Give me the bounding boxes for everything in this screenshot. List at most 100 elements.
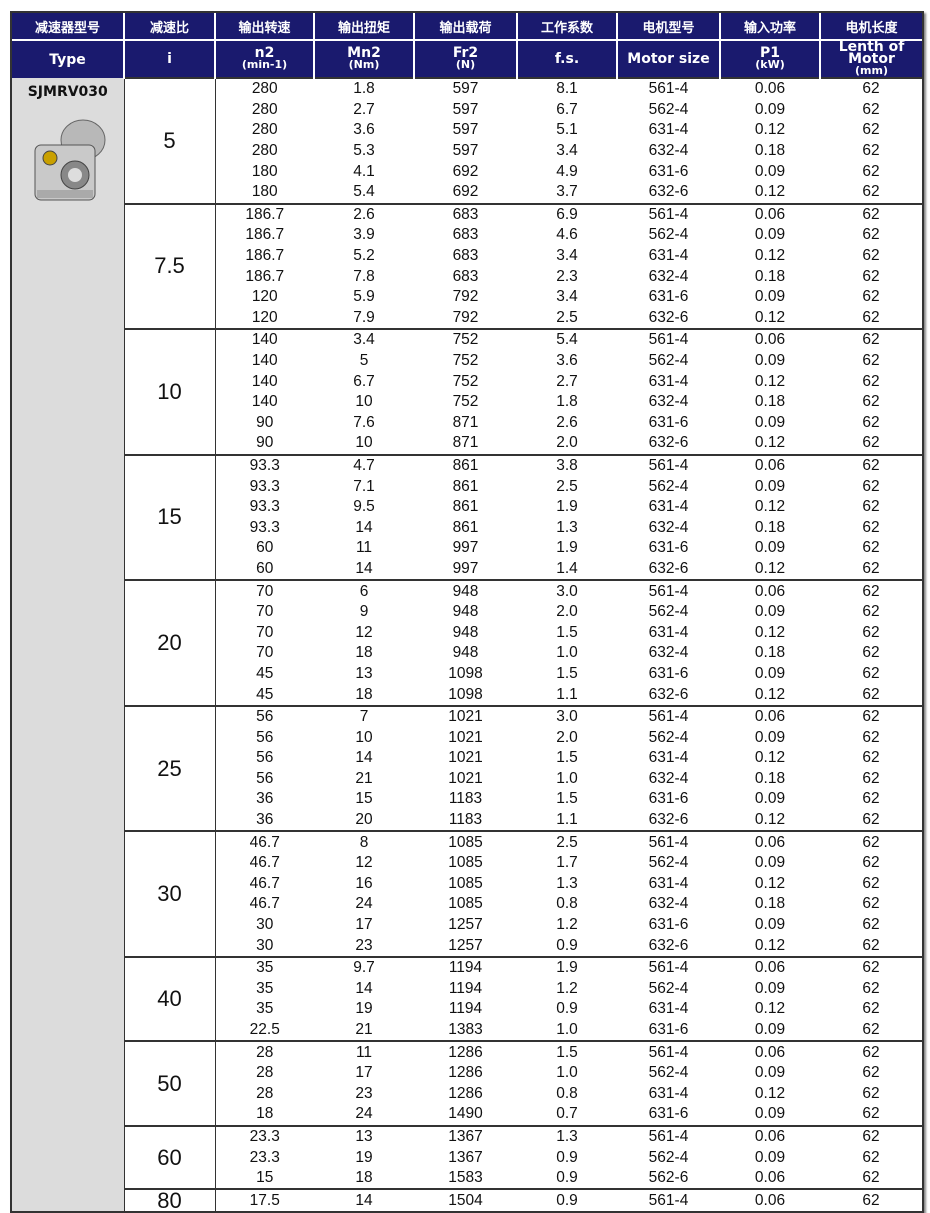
data-cell: 683	[452, 267, 479, 285]
data-cell: 62	[820, 202, 922, 226]
data-cell: 62	[862, 790, 880, 808]
data-cell: 1367	[448, 1148, 483, 1166]
data-cell: 1183	[448, 811, 483, 829]
data-cell: 631-6	[648, 664, 689, 682]
data-cell: 632-6	[648, 936, 689, 954]
data-cell: 45	[256, 664, 274, 682]
data-cell: 3.0	[517, 704, 617, 728]
data-cell: 562-4	[648, 603, 689, 621]
data-cell: 1.8	[314, 77, 414, 100]
data-cell: 631-6	[648, 790, 689, 808]
data-cell: 46.7	[215, 830, 314, 853]
data-cell: 5.4	[353, 183, 375, 201]
data-cell: 35	[215, 955, 314, 979]
table-row: SJMRV030 5 280 1.8 597 8.1 561-4 0.06 62	[12, 77, 922, 1212]
data-cell: 3.9	[353, 226, 375, 244]
data-cell: 14	[355, 979, 373, 997]
data-cell: 1257	[448, 936, 483, 954]
data-cell: 2.0	[556, 434, 578, 452]
header-row-english: Type i n2 (min-1) Mn2 (Nm) Fr2 (N) f.s. Motor siz…	[12, 40, 922, 78]
data-cell: 62	[862, 183, 880, 201]
data-cell: 62	[862, 664, 880, 682]
data-cell: 62	[862, 1064, 880, 1082]
data-cell: 17	[355, 916, 373, 934]
table-row: 15 93.3 4.7 861 3.8 561-4 0.06 62	[12, 453, 922, 581]
data-cell: 0.06	[720, 830, 820, 853]
header-label: P1	[759, 45, 780, 61]
table-row: 140 6.7 752 2.7 631-4 0.12 62	[12, 371, 922, 392]
header-label: Lenth of Motor	[838, 39, 905, 67]
data-cell: 0.12	[754, 434, 786, 452]
data-cell: 0.09	[754, 1148, 786, 1166]
data-cell: 0.12	[754, 559, 786, 577]
data-cell: 631-4	[648, 121, 689, 139]
data-cell: 861	[452, 498, 479, 516]
data-cell: 631-4	[648, 623, 689, 641]
data-cell: 1.9	[556, 498, 578, 516]
data-cell: 632-6	[648, 811, 689, 829]
data-cell: 6.7	[353, 372, 375, 390]
data-cell: 1.7	[556, 854, 578, 872]
header-cn-cell: 电机型号	[617, 13, 721, 41]
data-cell: 20	[355, 811, 373, 829]
table-row: 50 28 11 1286 1.5 561-4 0.06 62	[12, 1040, 922, 1126]
data-cell: 0.09	[754, 979, 786, 997]
data-cell: 9.7	[314, 955, 414, 979]
data-cell: 60	[256, 559, 274, 577]
data-cell: 62	[862, 518, 880, 536]
data-cell: 1.0	[556, 1064, 578, 1082]
data-cell: 0.09	[754, 162, 786, 180]
table-row: 60 23.3 13 1367 1.3 561-4 0.06 62	[12, 1124, 922, 1190]
data-cell: 1.3	[556, 874, 578, 892]
data-cell: 1383	[448, 1021, 483, 1039]
data-cell: 632-4	[648, 393, 689, 411]
data-cell: 631-4	[648, 1084, 689, 1102]
header-en-cell: Mn2 (Nm)	[314, 40, 415, 78]
data-cell: 752	[452, 372, 479, 390]
header-label: i	[167, 51, 172, 67]
data-cell: 62	[820, 77, 922, 100]
data-cell: 90	[256, 434, 274, 452]
data-cell: 0.09	[754, 603, 786, 621]
data-cell: 631-6	[648, 162, 689, 180]
data-cell: 631-4	[648, 247, 689, 265]
data-cell: 1.4	[556, 559, 578, 577]
data-cell: 1194	[448, 979, 483, 997]
header-row-chinese: 减速器型号 减速比 输出转速 输出扭矩 输出载荷 工作系数 电机型号 输入功率 电机长度	[12, 13, 922, 41]
data-cell: 186.7	[245, 267, 285, 285]
data-cell: 280	[251, 142, 278, 160]
data-cell: 631-6	[648, 539, 689, 557]
data-cell: 632-6	[648, 183, 689, 201]
data-cell: 561-4	[617, 1124, 720, 1148]
data-cell: 62	[862, 936, 880, 954]
data-cell: 10	[355, 434, 373, 452]
data-cell: 18	[256, 1105, 274, 1123]
data-cell: 62	[820, 704, 922, 728]
data-cell: 692	[452, 183, 479, 201]
data-cell: 3.7	[556, 183, 578, 201]
data-cell: 0.06	[720, 579, 820, 602]
table-row: 10 140 3.4 752 5.4 561-4 0.06 62	[12, 328, 922, 455]
data-cell: 1.3	[556, 518, 578, 536]
data-cell: 56	[215, 704, 314, 728]
data-cell: 62	[862, 644, 880, 662]
data-cell: 0.09	[754, 916, 786, 934]
data-cell: 16	[355, 874, 373, 892]
data-cell: 62	[862, 247, 880, 265]
table-row: 40 35 9.7 1194 1.9 561-4 0.06 62	[12, 955, 922, 1042]
data-cell: 562-4	[648, 728, 689, 746]
data-cell: 1.3	[517, 1124, 617, 1148]
data-cell: 93.3	[249, 518, 280, 536]
data-cell: 861	[414, 453, 517, 477]
table-row: 280 3.6 597 5.1 631-4 0.12 62	[12, 120, 922, 141]
table-row: 70 9 948 2.0 562-4 0.09 62	[12, 602, 922, 623]
data-cell: 62	[862, 121, 880, 139]
header-en-cell: Fr2 (N)	[414, 40, 518, 78]
data-cell: 140	[251, 372, 278, 390]
data-cell: 62	[862, 811, 880, 829]
header-cn-cell: 工作系数	[517, 13, 618, 41]
data-cell: 19	[355, 1148, 373, 1166]
data-cell: 93.3	[215, 453, 314, 477]
data-cell: 631-6	[648, 413, 689, 431]
ratio-cell: 25	[124, 704, 216, 832]
